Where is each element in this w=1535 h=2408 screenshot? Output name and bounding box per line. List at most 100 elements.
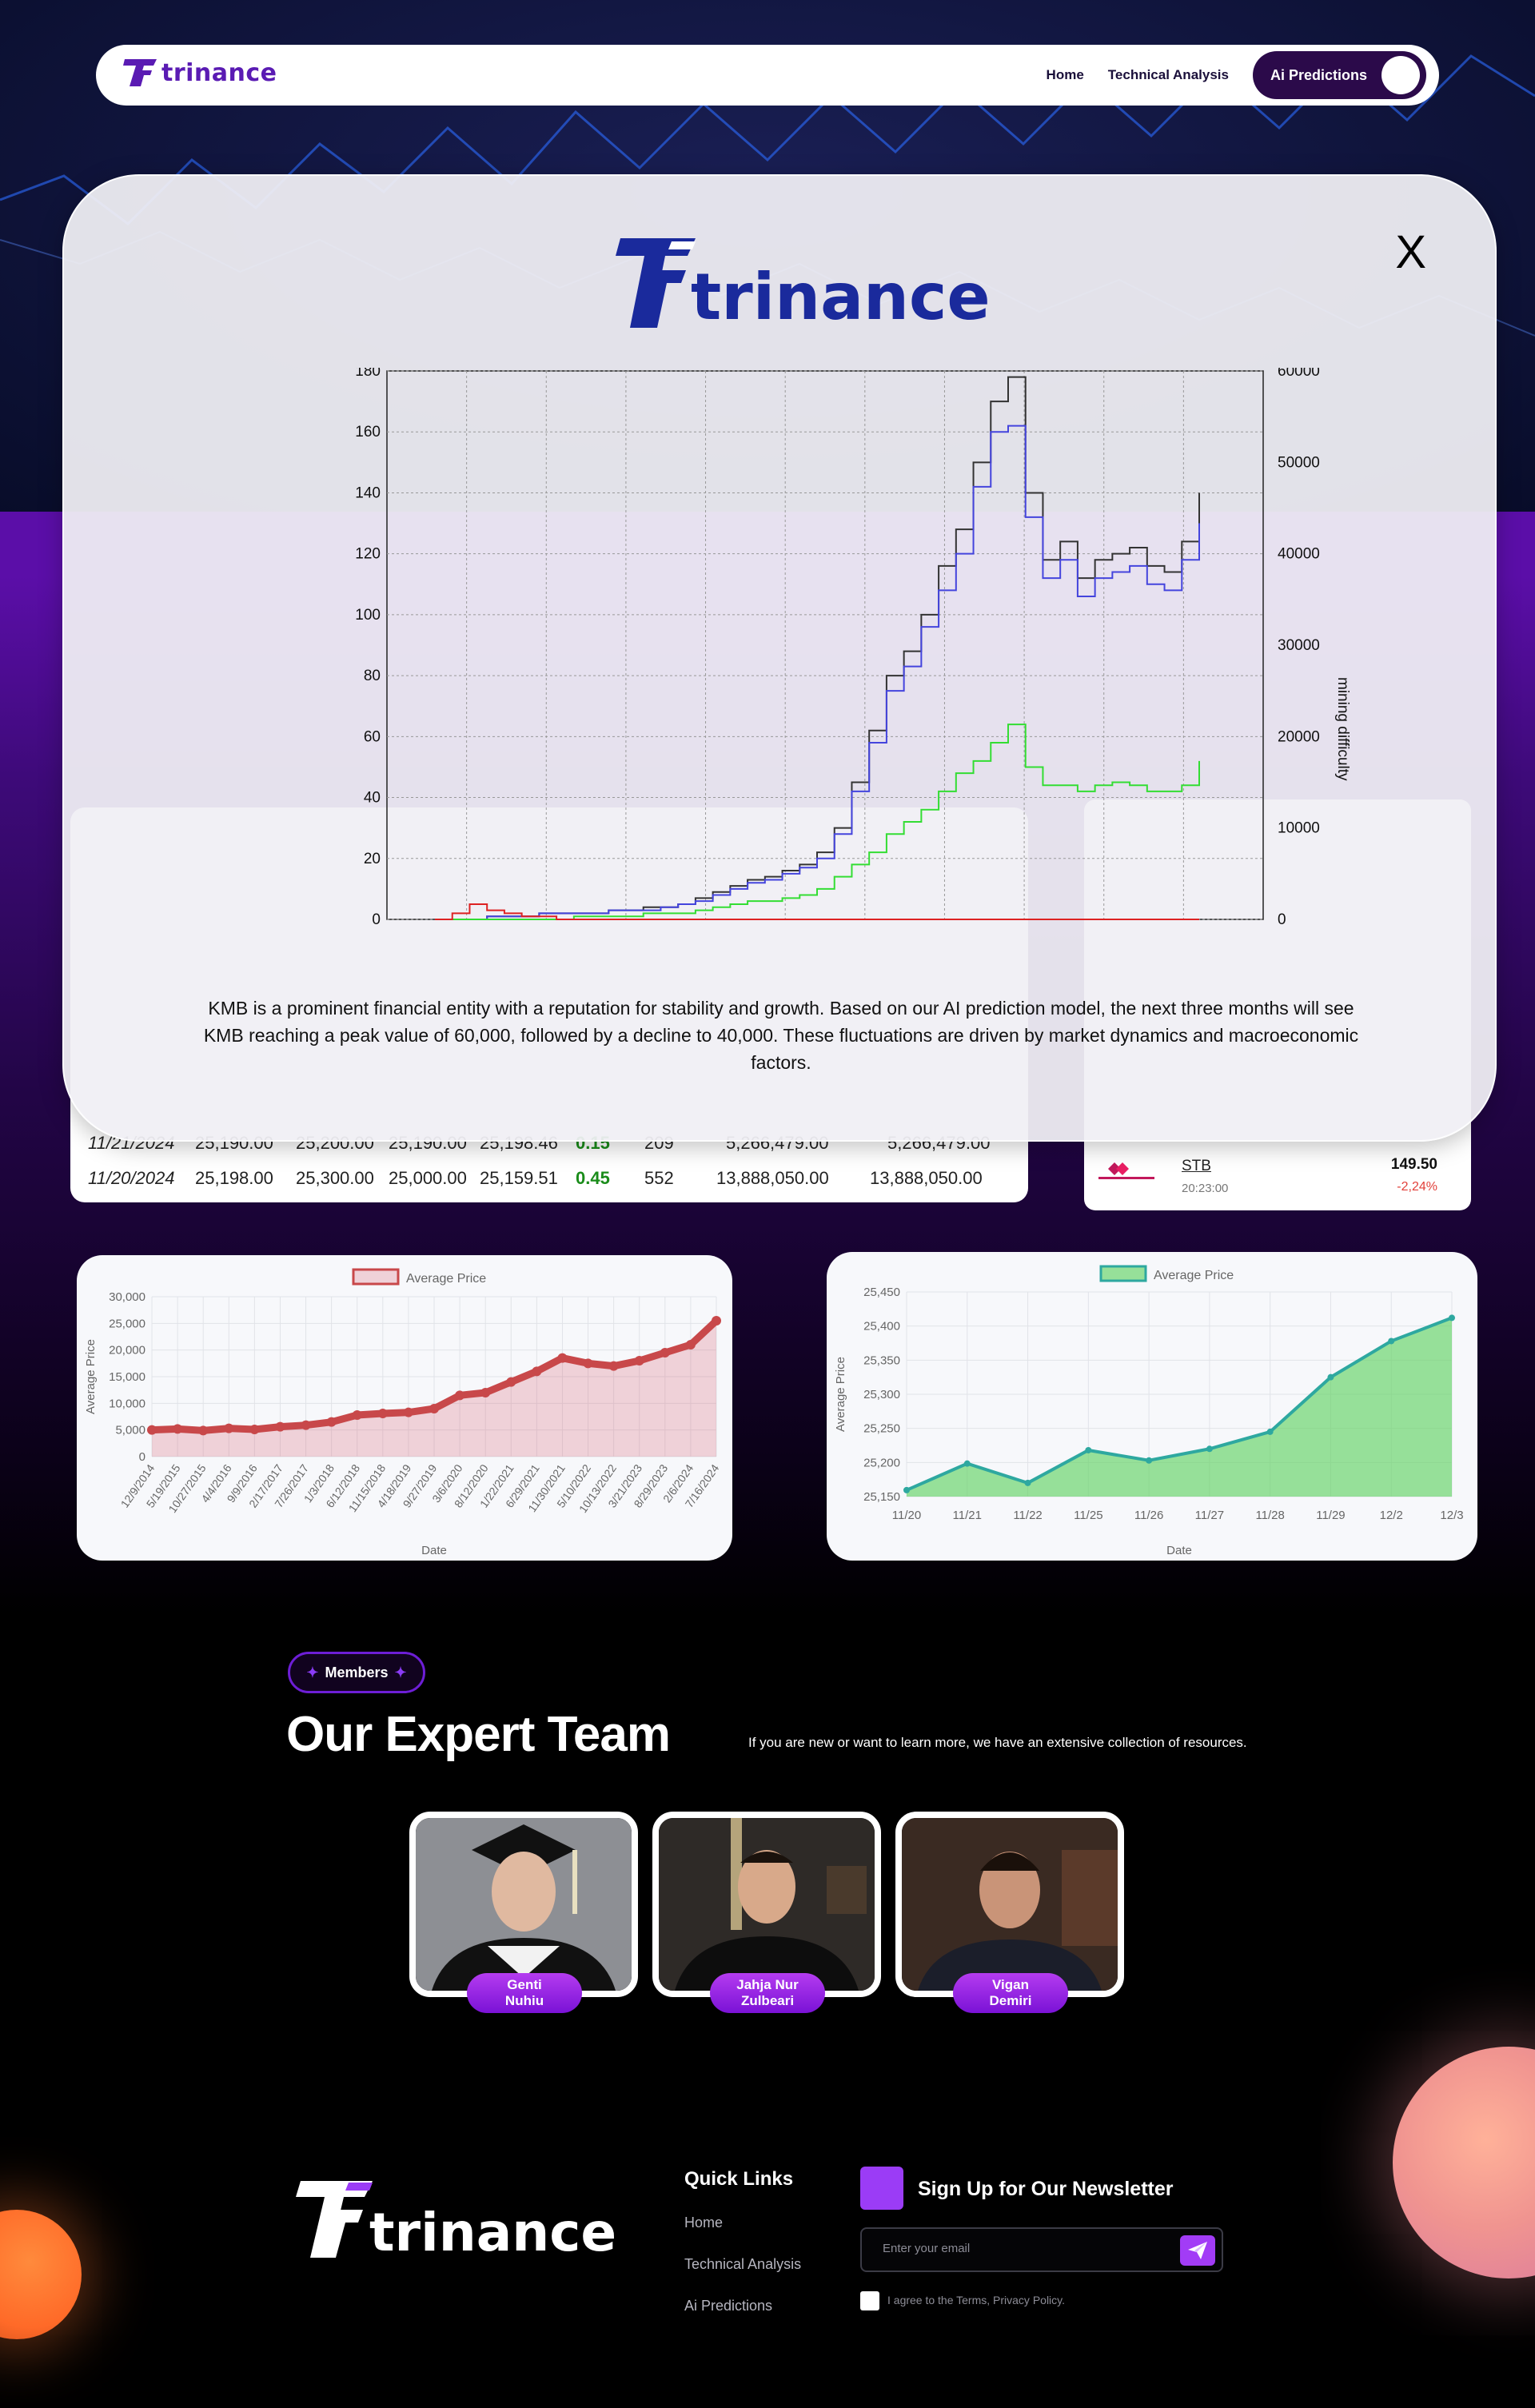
table-row: 11/20/2024 25,198.00 25,300.00 25,000.00… bbox=[70, 1162, 1028, 1194]
footer-link-home[interactable]: Home bbox=[684, 2215, 724, 2231]
data-point bbox=[403, 1407, 413, 1417]
data-point bbox=[1327, 1373, 1334, 1381]
members-badge: ✦ Members ✦ bbox=[288, 1652, 425, 1693]
plot-frame bbox=[386, 370, 1264, 920]
y2-tick-label: 10000 bbox=[1278, 820, 1320, 837]
nav-links: Home Technical Analysis Ai Predictions bbox=[1047, 51, 1426, 99]
y-tick-label: 160 bbox=[355, 424, 381, 441]
table-cell-date: 11/20/2024 bbox=[88, 1168, 175, 1188]
x-tick-label: 11/22 bbox=[1013, 1509, 1042, 1522]
table-cell-change: 0.45 bbox=[576, 1168, 610, 1188]
terms-checkbox[interactable] bbox=[860, 2291, 879, 2310]
y-tick-label: 180 bbox=[355, 368, 381, 380]
close-icon[interactable]: X bbox=[1395, 226, 1426, 278]
modal-logo-text: trinance bbox=[691, 260, 991, 334]
y-tick-label: 15,000 bbox=[109, 1370, 146, 1384]
legend-swatch bbox=[352, 1268, 400, 1286]
member-first-name: Vigan bbox=[992, 1977, 1029, 1992]
data-point bbox=[712, 1316, 721, 1326]
y-tick-label: 25,300 bbox=[863, 1388, 900, 1401]
data-point bbox=[1206, 1445, 1213, 1453]
member-name-tag: Jahja Nur Zulbeari bbox=[710, 1973, 825, 2013]
team-subtitle: If you are new or want to learn more, we… bbox=[748, 1735, 1247, 1750]
footer-link-ai-predictions[interactable]: Ai Predictions bbox=[684, 2298, 773, 2314]
footer-logo-text: trinance bbox=[369, 2202, 617, 2263]
data-point bbox=[685, 1340, 696, 1350]
x-tick-label: 11/29 bbox=[1316, 1509, 1345, 1522]
y-tick-label: 25,150 bbox=[863, 1490, 900, 1504]
legend-swatch bbox=[1099, 1265, 1147, 1282]
member-last-name: Nuhiu bbox=[504, 1993, 544, 2008]
newsletter-form bbox=[860, 2227, 1223, 2272]
nav-technical-analysis-link[interactable]: Technical Analysis bbox=[1107, 67, 1229, 82]
history-average-price-chart: Average Price 0 5,000 10,000 15,000 20,000 25,… bbox=[84, 1268, 722, 1557]
data-point bbox=[249, 1425, 260, 1434]
x-tick-label: 11/21 bbox=[953, 1509, 982, 1522]
y-tick-label: 60 bbox=[364, 728, 381, 745]
member-last-name: Demiri bbox=[989, 1993, 1032, 2008]
table-cell-volume: 13,888,050.00 bbox=[716, 1168, 829, 1188]
data-point bbox=[583, 1358, 593, 1369]
y-tick-label: 25,200 bbox=[863, 1456, 900, 1469]
newsletter-title: Sign Up for Our Newsletter bbox=[918, 2178, 1174, 2200]
member-name-tag: Genti Nuhiu bbox=[467, 1973, 582, 2013]
history-chart-card: Average Price 0 5,000 10,000 15,000 20,000 25,… bbox=[77, 1255, 732, 1561]
y2-tick-label: 60000 bbox=[1278, 368, 1320, 380]
y-tick-label: 0 bbox=[139, 1450, 146, 1464]
y-tick-label: 120 bbox=[355, 546, 381, 563]
data-point bbox=[1266, 1428, 1274, 1435]
trinance-logo-icon bbox=[616, 238, 696, 328]
nav-home-link[interactable]: Home bbox=[1046, 67, 1084, 82]
data-point bbox=[173, 1424, 183, 1434]
y2-axis-label: mining difficulty bbox=[1334, 677, 1351, 781]
y-tick-label: 25,250 bbox=[863, 1422, 900, 1436]
nav-ai-predictions-button[interactable]: Ai Predictions bbox=[1252, 51, 1426, 99]
y-tick-label: 25,450 bbox=[863, 1286, 900, 1299]
data-point bbox=[608, 1361, 619, 1371]
ticker-symbol[interactable]: STB bbox=[1182, 1158, 1211, 1174]
y-tick-label: 5,000 bbox=[115, 1424, 146, 1437]
y-tick-label: 80 bbox=[364, 668, 381, 684]
y-axis-label: Average Price bbox=[834, 1357, 847, 1432]
y-tick-label: 0 bbox=[372, 911, 381, 928]
footer-link-technical-analysis[interactable]: Technical Analysis bbox=[684, 2256, 802, 2272]
member-first-name: Genti bbox=[507, 1977, 542, 1992]
data-point bbox=[429, 1404, 439, 1413]
newsletter-icon bbox=[860, 2167, 903, 2210]
data-point bbox=[455, 1390, 465, 1401]
table-cell-open: 25,198.00 bbox=[195, 1168, 273, 1188]
ticker-time: 20:23:00 bbox=[1182, 1182, 1229, 1195]
data-point bbox=[224, 1423, 234, 1433]
data-point bbox=[147, 1425, 157, 1435]
series-line bbox=[906, 1316, 1453, 1492]
team-member-card[interactable]: Genti Nuhiu bbox=[409, 1812, 638, 2013]
y-tick-label: 140 bbox=[355, 484, 381, 501]
series-line bbox=[435, 724, 1200, 920]
data-point bbox=[352, 1410, 362, 1420]
team-member-card[interactable]: Vigan Demiri bbox=[895, 1812, 1124, 2013]
send-button[interactable] bbox=[1180, 2235, 1215, 2266]
y2-tick-label: 40000 bbox=[1278, 546, 1320, 563]
data-point bbox=[1388, 1338, 1395, 1345]
footer-logo[interactable]: trinance bbox=[296, 2176, 616, 2259]
bank-logo-icon bbox=[1098, 1162, 1154, 1179]
data-point bbox=[326, 1417, 337, 1427]
data-point bbox=[198, 1425, 209, 1436]
ticker-change: -2,24% bbox=[1397, 1180, 1437, 1194]
member-photo bbox=[902, 1818, 1118, 1991]
nav-logo[interactable]: trinance bbox=[120, 54, 277, 91]
y-tick-label: 25,000 bbox=[109, 1317, 146, 1330]
member-name-tag: Vigan Demiri bbox=[953, 1973, 1068, 2013]
email-input[interactable] bbox=[883, 2242, 1170, 2255]
y-tick-label: 20,000 bbox=[109, 1344, 146, 1357]
member-first-name: Jahja Nur bbox=[736, 1977, 799, 1992]
table-cell-value: 13,888,050.00 bbox=[870, 1168, 983, 1188]
team-member-card[interactable]: Jahja Nur Zulbeari bbox=[652, 1812, 881, 2013]
ticker-row[interactable]: STB 20:23:00 149.50 -2,24% bbox=[1084, 1142, 1471, 1206]
ticker-price: 149.50 bbox=[1390, 1156, 1437, 1173]
nav-ai-predictions-label: Ai Predictions bbox=[1270, 66, 1367, 83]
recent-chart-card: Average Price 25,150 25,200 25,250 25,300 25,… bbox=[827, 1252, 1477, 1561]
series-line bbox=[435, 425, 1200, 920]
data-point bbox=[1024, 1479, 1031, 1486]
x-tick-label: 11/20 bbox=[892, 1509, 921, 1522]
